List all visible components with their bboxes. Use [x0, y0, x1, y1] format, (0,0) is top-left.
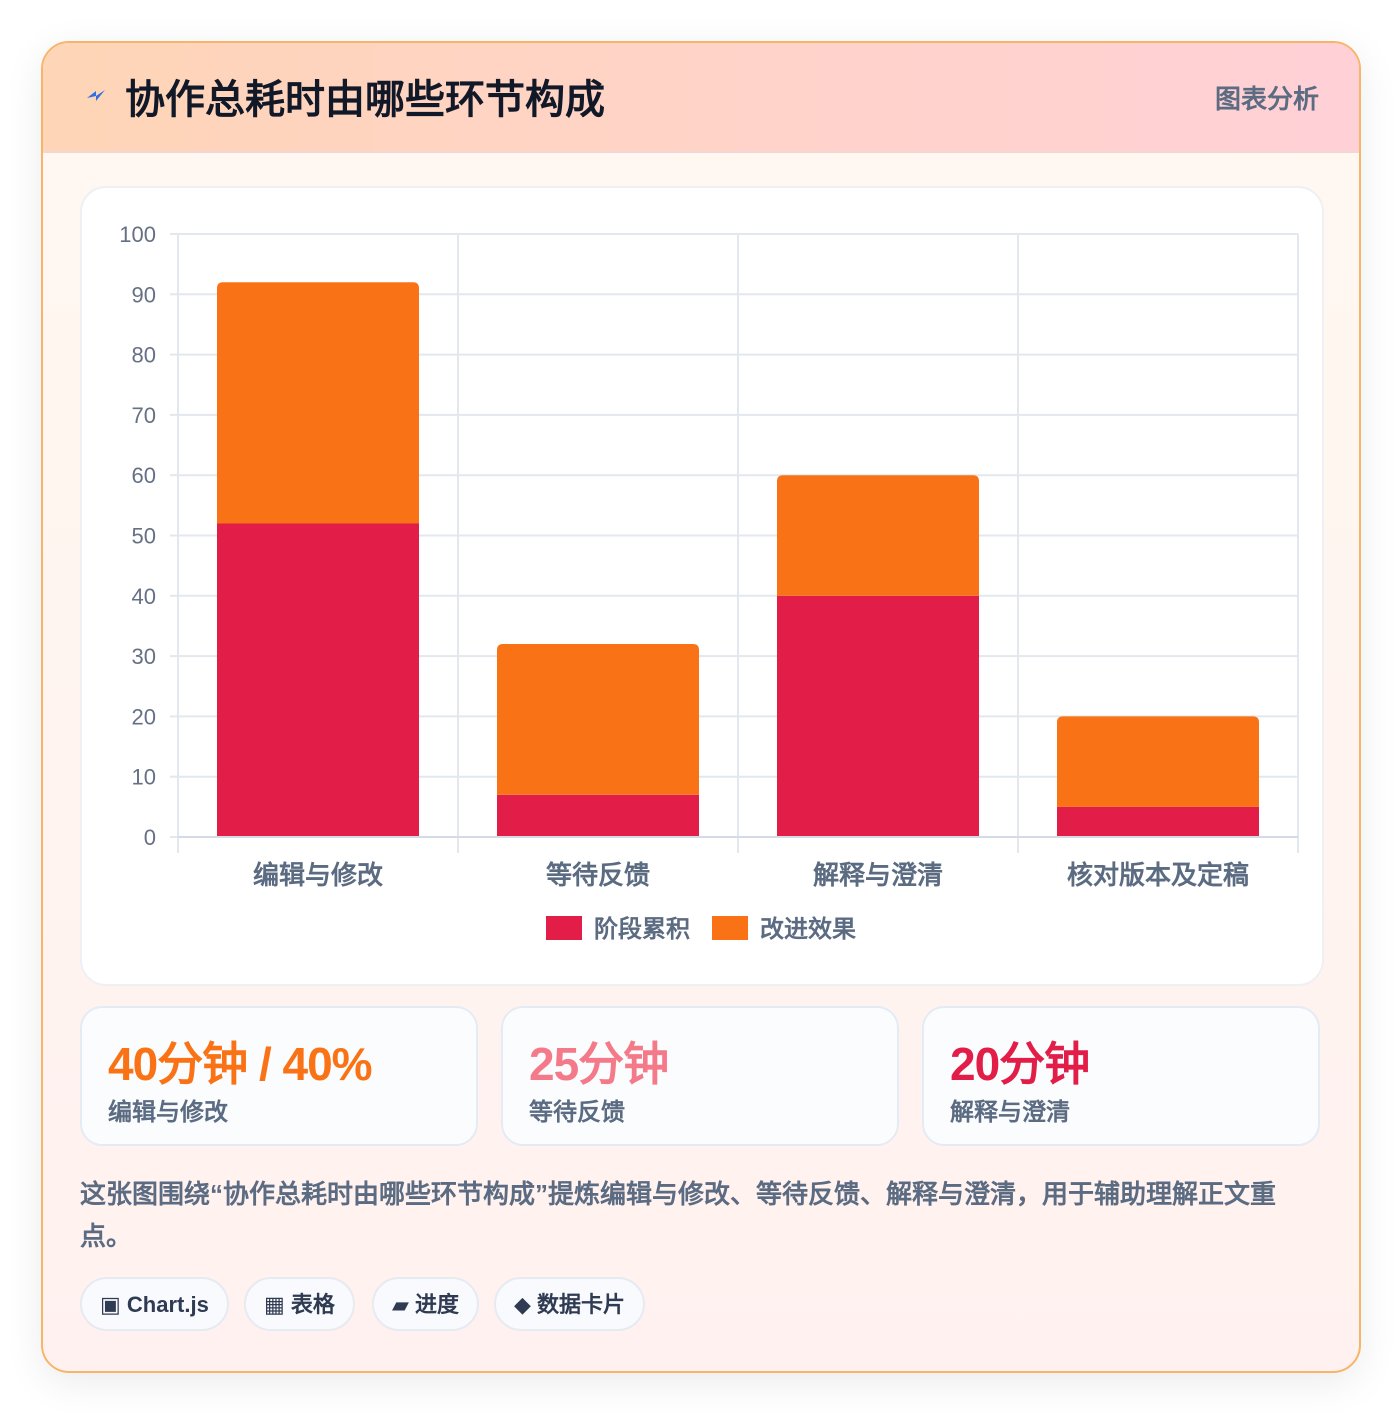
chart-description: 这张图围绕“协作总耗时由哪些环节构成”提炼编辑与修改、等待反馈、解释与澄清，用于… [80, 1179, 1277, 1251]
tag-label: 数据卡片 [537, 1292, 626, 1317]
y-tick-label: 100 [119, 222, 156, 247]
stat-card-3: 20分钟 解释与澄清 [922, 1006, 1320, 1146]
tag-label: Chart.js [126, 1292, 209, 1317]
bar-improvement-effect [777, 475, 979, 596]
tag-label: 进度 [415, 1292, 460, 1317]
page-title: 协作总耗时由哪些环节构成 [125, 78, 605, 122]
chart-card: 协作总耗时由哪些环节构成 图表分析 0 10 20 30 40 50 60 70 80 90 100… [41, 41, 1361, 1373]
stat-label: 等待反馈 [529, 1099, 625, 1126]
progress-icon: ▰ [392, 1292, 409, 1317]
y-tick-label: 0 [144, 825, 156, 850]
bar-stage-cumulative [497, 794, 699, 837]
chart-analysis-badge: 图表分析 [1214, 84, 1319, 114]
x-tick-label: 编辑与修改 [253, 860, 383, 890]
square-icon: ▣ [100, 1292, 121, 1317]
legend-label: 阶段累积 [594, 915, 690, 943]
tag-progress[interactable]: ▰ 进度 [372, 1277, 480, 1331]
stat-value: 25分钟 [529, 1038, 669, 1090]
legend-swatch [546, 916, 582, 940]
x-tick-label: 等待反馈 [546, 860, 650, 890]
y-tick-label: 40 [132, 584, 156, 609]
y-tick-label: 50 [132, 524, 156, 549]
y-tick-label: 90 [132, 282, 156, 307]
tag-label: 表格 [290, 1292, 335, 1317]
x-tick-label: 解释与澄清 [813, 860, 943, 890]
bar-stage-cumulative [217, 523, 419, 837]
y-tick-label: 70 [132, 403, 156, 428]
card-header: 协作总耗时由哪些环节构成 图表分析 [43, 43, 1359, 153]
stat-label: 解释与澄清 [950, 1099, 1070, 1126]
tag-chartjs[interactable]: ▣ Chart.js [80, 1277, 229, 1331]
lightning-icon [87, 90, 105, 101]
bar-improvement-effect [1057, 716, 1259, 807]
stat-card-1: 40分钟 / 40% 编辑与修改 [80, 1006, 478, 1146]
chart-panel: 0 10 20 30 40 50 60 70 80 90 100 编辑与修改 等待反馈 解释与澄清 核对版本… [80, 186, 1324, 986]
y-tick-label: 20 [132, 704, 156, 729]
bar-stage-cumulative [777, 595, 979, 837]
bar-improvement-effect [217, 282, 419, 524]
x-tick-label: 核对版本及定稿 [1067, 860, 1249, 890]
stat-card-2: 25分钟 等待反馈 [501, 1006, 899, 1146]
legend-label: 改进效果 [760, 915, 856, 943]
y-tick-label: 80 [132, 343, 156, 368]
tag-table[interactable]: ▦ 表格 [244, 1277, 355, 1331]
bar-stage-cumulative [1057, 806, 1259, 837]
table-icon: ▦ [264, 1292, 285, 1317]
bar-improvement-effect [497, 644, 699, 795]
y-tick-label: 60 [132, 463, 156, 488]
legend-swatch [712, 916, 748, 940]
stacked-bar-chart: 0 10 20 30 40 50 60 70 80 90 100 编辑与修改 等待反馈 解释与澄清 核对版本… [119, 222, 1299, 943]
diamond-icon: ◆ [514, 1292, 531, 1317]
stat-value: 20分钟 [950, 1038, 1090, 1090]
y-tick-label: 10 [132, 765, 156, 790]
stat-label: 编辑与修改 [108, 1099, 228, 1126]
y-tick-label: 30 [132, 644, 156, 669]
stat-value: 40分钟 / 40% [108, 1038, 373, 1090]
tag-data-card[interactable]: ◆ 数据卡片 [494, 1277, 646, 1331]
